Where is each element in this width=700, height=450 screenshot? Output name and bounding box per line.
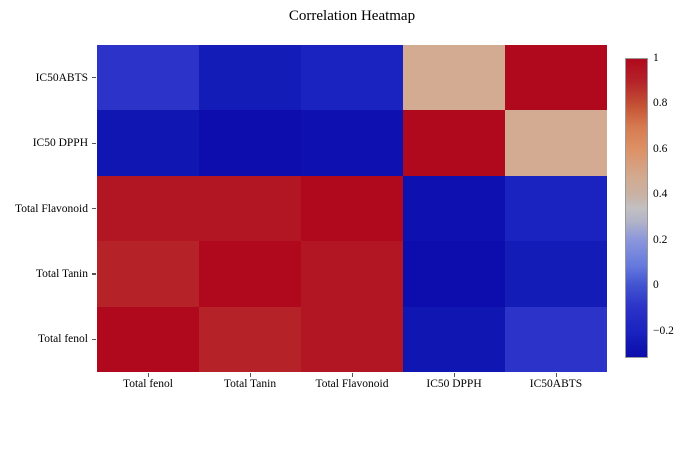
x-tick-mark (555, 372, 557, 377)
heatmap-cell (97, 241, 199, 307)
heatmap-cell (97, 45, 199, 111)
heatmap-cell (505, 45, 607, 111)
heatmap-cell (403, 306, 505, 372)
heatmap-cell (301, 306, 403, 372)
x-tick-mark (351, 372, 353, 377)
heatmap-cell (505, 110, 607, 176)
y-tick-label: Total Tanin (35, 267, 88, 280)
colorbar-tick-label: 0.2 (653, 233, 668, 246)
y-tick-mark (92, 273, 96, 275)
y-tick-mark (92, 208, 96, 210)
heatmap-cell (199, 175, 301, 242)
y-tick-label: Total Flavonoid (15, 202, 88, 215)
heatmap-cell (505, 175, 607, 242)
y-tick-label: IC50ABTS (35, 71, 88, 84)
heatmap-cell (301, 110, 403, 176)
colorbar-tick-label: −0.2 (653, 324, 674, 337)
y-tick-mark (92, 338, 96, 340)
heatmap-cell (199, 241, 301, 307)
heatmap-cell (505, 306, 607, 372)
colorbar-tick-label: 0.4 (653, 188, 668, 201)
heatmap-cell (403, 175, 505, 242)
heatmap-cell (403, 241, 505, 307)
heatmap-cell (403, 45, 505, 111)
heatmap-cell (301, 241, 403, 307)
heatmap-cell (505, 241, 607, 307)
colorbar-tick-label: 0 (653, 279, 659, 292)
x-tick-label: Total fenol (123, 378, 173, 390)
colorbar-tick-label: 0.8 (653, 97, 668, 110)
heatmap-cell (199, 110, 301, 176)
y-tick-mark (92, 142, 96, 144)
heatmap-grid (97, 45, 607, 372)
x-tick-label: IC50 DPPH (426, 378, 482, 390)
heatmap-cell (97, 306, 199, 372)
y-tick-label: IC50 DPPH (32, 137, 88, 150)
chart-title: Correlation Heatmap (288, 8, 416, 24)
y-tick-mark (92, 77, 96, 79)
x-tick-label: Total Tanin (223, 378, 277, 390)
heatmap-cell (301, 175, 403, 242)
heatmap-cell (199, 45, 301, 111)
heatmap-cell (403, 110, 505, 176)
y-tick-label: Total fenol (38, 333, 88, 346)
heatmap-cell (199, 306, 301, 372)
colorbar-tick-label: 0.6 (653, 142, 668, 155)
x-tick-mark (147, 372, 149, 377)
heatmap-cell (301, 45, 403, 111)
x-tick-label: Total Flavonoid (315, 378, 389, 390)
colorbar (625, 58, 648, 358)
x-tick-mark (453, 372, 455, 377)
heatmap-cell (97, 175, 199, 242)
colorbar-tick-label: 1 (653, 52, 659, 64)
x-tick-label: IC50ABTS (529, 378, 583, 390)
x-tick-mark (249, 372, 251, 377)
heatmap-cell (97, 110, 199, 176)
